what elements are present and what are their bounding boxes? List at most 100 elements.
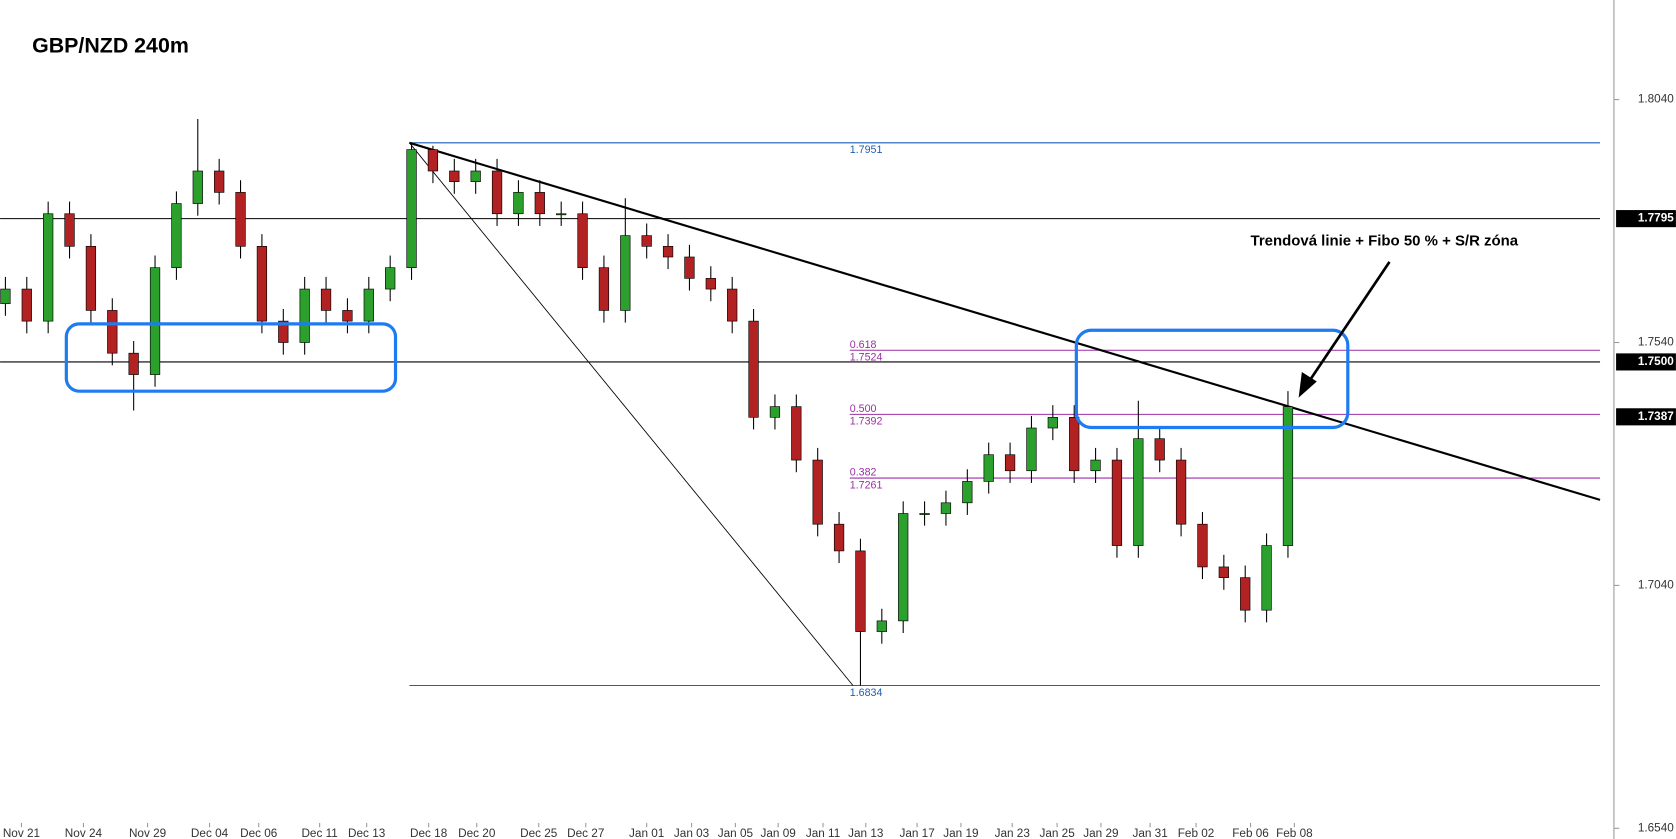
- candle-body: [1069, 416, 1080, 472]
- trendline: [409, 141, 1601, 501]
- price-box: [1616, 408, 1676, 426]
- fib-price-label: 1.7261: [850, 479, 883, 491]
- candle-body: [1261, 545, 1272, 611]
- price-box-label: 1.7795: [1638, 212, 1674, 225]
- candle-body: [962, 481, 973, 504]
- trendline: [409, 142, 854, 686]
- candle-body: [406, 149, 417, 269]
- candle-body: [1197, 523, 1208, 568]
- x-tick-label: Dec 20: [458, 827, 496, 839]
- x-tick-label: Feb 06: [1232, 827, 1269, 839]
- x-tick-label: Jan 31: [1132, 827, 1167, 839]
- candle-body: [791, 406, 802, 461]
- fib-price-label: 1.6834: [850, 687, 883, 699]
- candle-body: [235, 192, 246, 247]
- candle-body: [385, 267, 396, 290]
- candle-body: [940, 502, 952, 514]
- candle-body: [812, 459, 823, 525]
- candle-body: [1047, 416, 1058, 429]
- price-box-label: 1.7387: [1638, 410, 1674, 423]
- candle-body: [727, 288, 738, 322]
- x-tick-label: Jan 05: [718, 827, 754, 839]
- candle-body: [1175, 459, 1187, 525]
- candle-body: [641, 235, 652, 247]
- candle-body: [1282, 406, 1294, 546]
- x-tick-label: Jan 11: [806, 827, 840, 839]
- candle-body: [1004, 454, 1016, 472]
- x-tick-label: Jan 03: [674, 827, 710, 839]
- candles: [0, 119, 1294, 686]
- x-tick-label: Jan 09: [761, 827, 796, 839]
- x-tick-label: Dec 04: [191, 827, 229, 839]
- candle-body: [43, 213, 54, 322]
- sr-zone-box: [64, 322, 398, 393]
- candle-body: [556, 213, 567, 216]
- x-tick-label: Jan 01: [629, 827, 664, 839]
- y-tick-label: 1.7540: [1638, 336, 1674, 349]
- y-tick-label: 1.8040: [1638, 93, 1674, 106]
- x-tick-label: Jan 19: [943, 827, 978, 839]
- x-tick-label: Jan 17: [899, 827, 934, 839]
- candle-body: [278, 320, 289, 343]
- candle-body: [470, 170, 481, 183]
- x-tick-label: Feb 08: [1276, 827, 1313, 839]
- candle-body: [107, 310, 118, 354]
- x-tick-label: Dec 18: [410, 827, 448, 839]
- candle-body: [855, 550, 866, 632]
- candle-body: [983, 454, 994, 482]
- candle-body: [363, 288, 374, 322]
- x-tick-label: Feb 02: [1178, 827, 1215, 839]
- candle-body: [662, 245, 674, 258]
- candle-body: [705, 278, 716, 290]
- chart-title: GBP/NZD 240m: [32, 34, 189, 58]
- candle-body: [0, 288, 11, 304]
- y-tick-label: 1.6540: [1638, 821, 1674, 834]
- candle-body: [769, 406, 781, 418]
- candle-body: [64, 213, 75, 247]
- candle-body: [1026, 427, 1037, 472]
- candle-body: [1240, 577, 1251, 611]
- arrow-head: [1298, 371, 1317, 398]
- x-tick-label: Jan 25: [1039, 827, 1075, 839]
- candle-body: [833, 523, 845, 552]
- candle-body: [1218, 566, 1229, 578]
- sr-zone-box: [1074, 328, 1350, 430]
- x-tick-label: Nov 21: [3, 827, 40, 839]
- fib-price-label: 1.7951: [850, 144, 883, 156]
- x-tick-label: Dec 27: [567, 827, 604, 839]
- candle-body: [513, 192, 524, 215]
- candle-body: [256, 245, 268, 322]
- candle-body: [149, 267, 161, 375]
- x-tick-label: Jan 29: [1083, 827, 1118, 839]
- candle-body: [577, 213, 588, 269]
- fib-ratio-label: 0.382: [850, 467, 877, 479]
- candle-body: [320, 288, 332, 311]
- x-tick-label: Nov 29: [129, 827, 166, 839]
- candle-body: [21, 288, 32, 322]
- x-tick-label: Nov 24: [65, 827, 103, 839]
- x-tick-label: Dec 13: [348, 827, 386, 839]
- candle-body: [427, 149, 439, 172]
- candle-body: [491, 170, 503, 215]
- x-tick-label: Jan 23: [995, 827, 1031, 839]
- candle-body: [1111, 459, 1123, 546]
- fib-price-label: 1.7524: [850, 352, 883, 364]
- candle-body: [876, 620, 887, 632]
- candle-body: [299, 288, 310, 343]
- candle-body: [342, 310, 353, 322]
- x-tick-label: Dec 11: [301, 827, 337, 839]
- y-tick-label: 1.7040: [1638, 579, 1674, 592]
- candle-body: [171, 203, 182, 269]
- candle-body: [598, 267, 610, 311]
- candle-body: [534, 192, 545, 215]
- fib-price-label: 1.7392: [850, 416, 883, 428]
- candle-body: [192, 170, 203, 204]
- candle-body: [898, 513, 909, 622]
- candle-body: [214, 170, 225, 193]
- axis: 1.8040 1.7540 1.7040 1.6540 Nov 21 Nov 24 Nov …: [3, 93, 1676, 839]
- candle-body: [620, 235, 631, 311]
- candle-body: [1133, 438, 1144, 546]
